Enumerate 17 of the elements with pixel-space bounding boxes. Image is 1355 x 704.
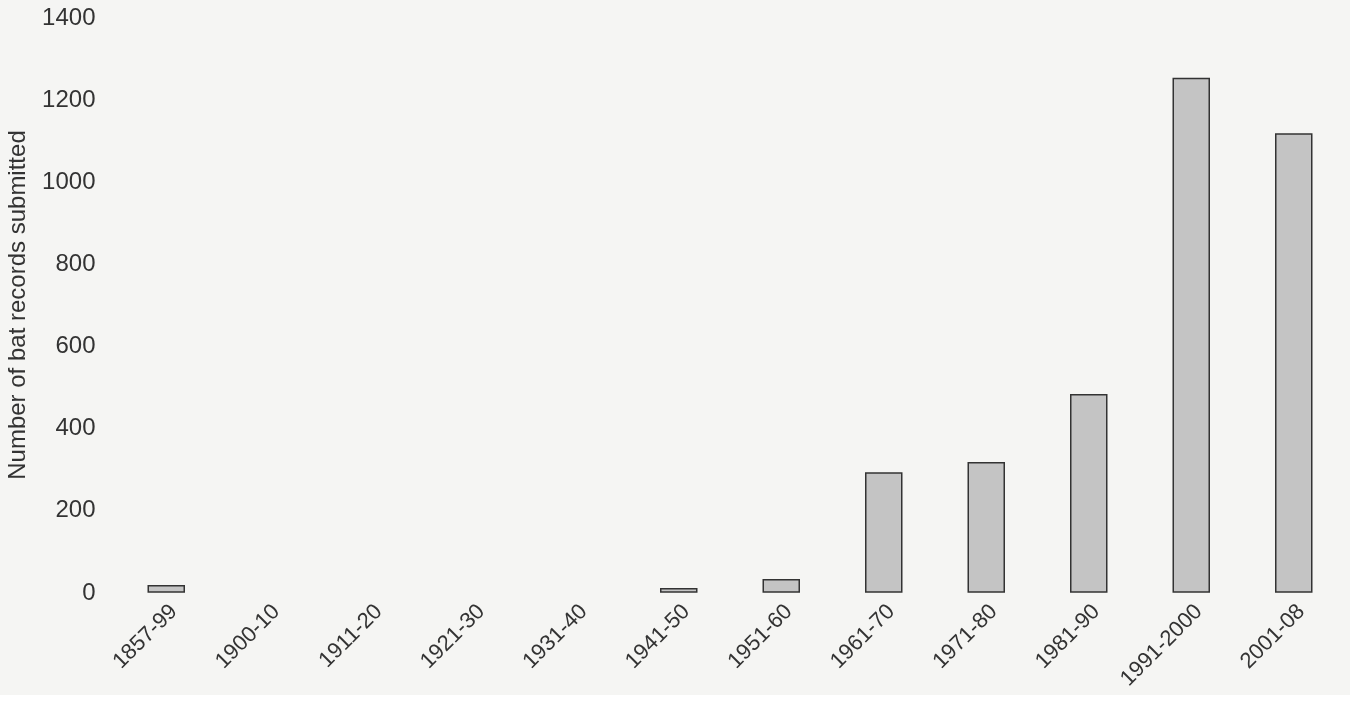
- bar: [1070, 394, 1108, 593]
- y-tick-label: 0: [82, 577, 96, 605]
- y-tick-label: 800: [55, 248, 96, 276]
- bar: [147, 585, 185, 593]
- y-tick-label: 600: [55, 331, 96, 359]
- bar: [1275, 133, 1313, 593]
- bar: [865, 472, 903, 593]
- bar: [967, 461, 1005, 593]
- bar: [762, 578, 800, 593]
- bar: [660, 587, 698, 593]
- y-tick-label: 1000: [42, 166, 96, 194]
- y-tick-label: 1400: [42, 2, 96, 30]
- y-tick-label: 200: [55, 495, 96, 523]
- y-axis-title: Number of bat records submitted: [3, 130, 31, 480]
- y-tick-label: 1200: [42, 84, 96, 112]
- y-tick-label: 400: [55, 413, 96, 441]
- bar: [1172, 77, 1210, 593]
